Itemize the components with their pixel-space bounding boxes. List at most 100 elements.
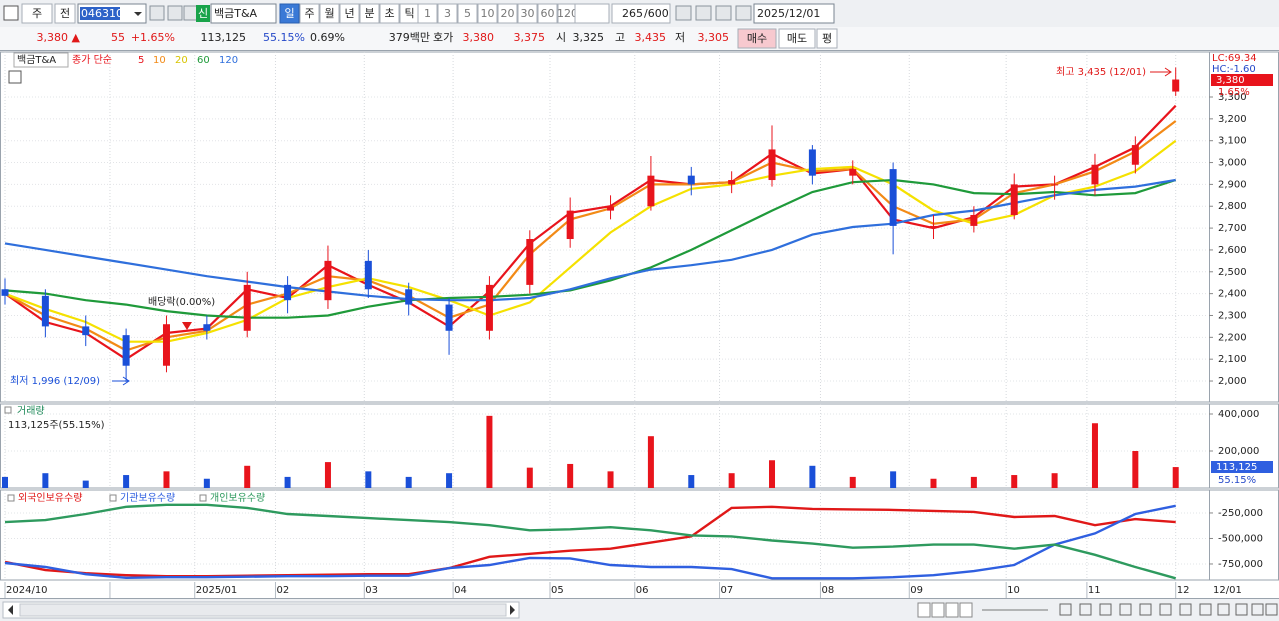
- scroll-thumb[interactable]: [19, 603, 507, 617]
- volume-bar: [970, 476, 977, 488]
- footer-icon[interactable]: [1199, 603, 1212, 616]
- volume-ratio-label: 55.15%: [1218, 475, 1256, 486]
- volume-bar: [607, 471, 614, 488]
- prev-button-box[interactable]: [54, 3, 76, 24]
- name-box[interactable]: [210, 3, 277, 24]
- x-tick-label: 07: [721, 585, 734, 596]
- legend-stock-name: 백금T&A: [17, 54, 56, 66]
- candle-body: [405, 289, 413, 305]
- order-button[interactable]: 매도: [787, 32, 807, 45]
- nav-button[interactable]: [945, 602, 959, 618]
- interval-button-box[interactable]: [457, 3, 478, 24]
- y-tick-label: -750,000: [1218, 559, 1263, 570]
- candle-body: [203, 324, 211, 331]
- tool-icon[interactable]: [715, 5, 732, 21]
- tool-icon[interactable]: [675, 5, 692, 21]
- period-button[interactable]: 분: [364, 7, 374, 20]
- footer-icon[interactable]: [1139, 603, 1152, 616]
- nav-button[interactable]: [959, 602, 973, 618]
- x-tick-label: 06: [636, 585, 649, 596]
- candle-body: [243, 284, 251, 331]
- volume-bar: [728, 473, 735, 488]
- window-icon[interactable]: [3, 5, 19, 21]
- footer-icon[interactable]: [1235, 603, 1248, 616]
- date[interactable]: 2025/12/01: [757, 7, 820, 20]
- interval-button[interactable]: 3: [444, 7, 451, 20]
- tool-icon[interactable]: [149, 5, 165, 21]
- candle-body: [324, 260, 332, 301]
- period-button[interactable]: 일: [284, 6, 294, 20]
- period-button[interactable]: 주: [304, 7, 314, 20]
- calc-icon[interactable]: [8, 70, 22, 84]
- x-tick-label: 02: [276, 585, 289, 596]
- stock-name[interactable]: 백금T&A: [214, 7, 258, 20]
- last-price-label: 3,380: [1216, 75, 1245, 86]
- footer-icon[interactable]: [1119, 603, 1132, 616]
- period-button[interactable]: 초: [384, 7, 394, 20]
- volume-bar: [82, 480, 89, 488]
- order-button-box[interactable]: [778, 28, 816, 49]
- footer-icon[interactable]: [1179, 603, 1192, 616]
- period-button-box[interactable]: [319, 3, 340, 24]
- moving-average-line: [4, 120, 1177, 352]
- period-button[interactable]: 틱: [404, 7, 414, 20]
- footer-icon[interactable]: [1251, 603, 1264, 616]
- moving-average-line: [4, 139, 1177, 343]
- interval-button-box[interactable]: [537, 3, 558, 24]
- footer-icon[interactable]: [1217, 603, 1230, 616]
- period-button[interactable]: 월: [324, 7, 334, 20]
- market-select[interactable]: 주: [32, 7, 42, 20]
- footer-icon[interactable]: [1059, 603, 1072, 616]
- prev-button[interactable]: 전: [60, 7, 70, 20]
- candle-body: [162, 324, 170, 366]
- nav-button[interactable]: [917, 602, 931, 618]
- footer-icon[interactable]: [1159, 603, 1172, 616]
- legend-swatch: [109, 494, 117, 502]
- x-end-label: 12/01: [1213, 585, 1242, 596]
- interval-button-box[interactable]: [417, 3, 438, 24]
- interval-button-box[interactable]: [437, 3, 458, 24]
- order-button[interactable]: 매수: [747, 32, 767, 45]
- period-button-box[interactable]: [299, 3, 320, 24]
- interval-button[interactable]: 30: [521, 7, 535, 20]
- period-button-box[interactable]: [339, 3, 360, 24]
- date-box[interactable]: [753, 3, 835, 24]
- scroll-left[interactable]: [8, 605, 13, 615]
- dividend-marker: [182, 322, 192, 330]
- tool-icon[interactable]: [167, 5, 183, 21]
- quote-value: 379백만: [389, 31, 430, 44]
- period-button[interactable]: 년: [344, 7, 354, 20]
- period-button-box[interactable]: [379, 3, 400, 24]
- footer-icon[interactable]: [1099, 603, 1112, 616]
- volume-bar: [1172, 467, 1179, 488]
- blank-select[interactable]: [574, 3, 610, 24]
- volume-bar: [405, 476, 412, 488]
- order-button[interactable]: 평: [822, 32, 832, 45]
- footer-icon[interactable]: [1079, 603, 1092, 616]
- interval-button-box[interactable]: [497, 3, 518, 24]
- interval-button[interactable]: 10: [481, 7, 495, 20]
- order-button-box[interactable]: [816, 28, 838, 49]
- market-select-box[interactable]: [21, 3, 53, 24]
- y-tick-label: 2,300: [1218, 310, 1247, 321]
- interval-button-box[interactable]: [517, 3, 538, 24]
- code-text[interactable]: 046310: [81, 7, 123, 20]
- interval-button-box[interactable]: [477, 3, 498, 24]
- interval-button[interactable]: 5: [464, 7, 471, 20]
- footer-icon[interactable]: [1265, 603, 1278, 616]
- order-button-box[interactable]: [737, 28, 777, 49]
- interval-button[interactable]: 1: [424, 7, 431, 20]
- interval-button[interactable]: 20: [501, 7, 515, 20]
- volume-bar: [688, 475, 695, 488]
- tool-icon[interactable]: [735, 5, 752, 21]
- interval-button[interactable]: 120: [557, 7, 578, 20]
- nav-button[interactable]: [931, 602, 945, 618]
- candle-body: [1051, 184, 1059, 186]
- period-button-box[interactable]: [279, 3, 300, 24]
- interval-button[interactable]: 60: [541, 7, 555, 20]
- tool-icon[interactable]: [695, 5, 712, 21]
- scroll-right[interactable]: [510, 605, 515, 615]
- tool-icon[interactable]: [183, 5, 199, 21]
- period-button-box[interactable]: [359, 3, 380, 24]
- volume-bar: [486, 415, 493, 488]
